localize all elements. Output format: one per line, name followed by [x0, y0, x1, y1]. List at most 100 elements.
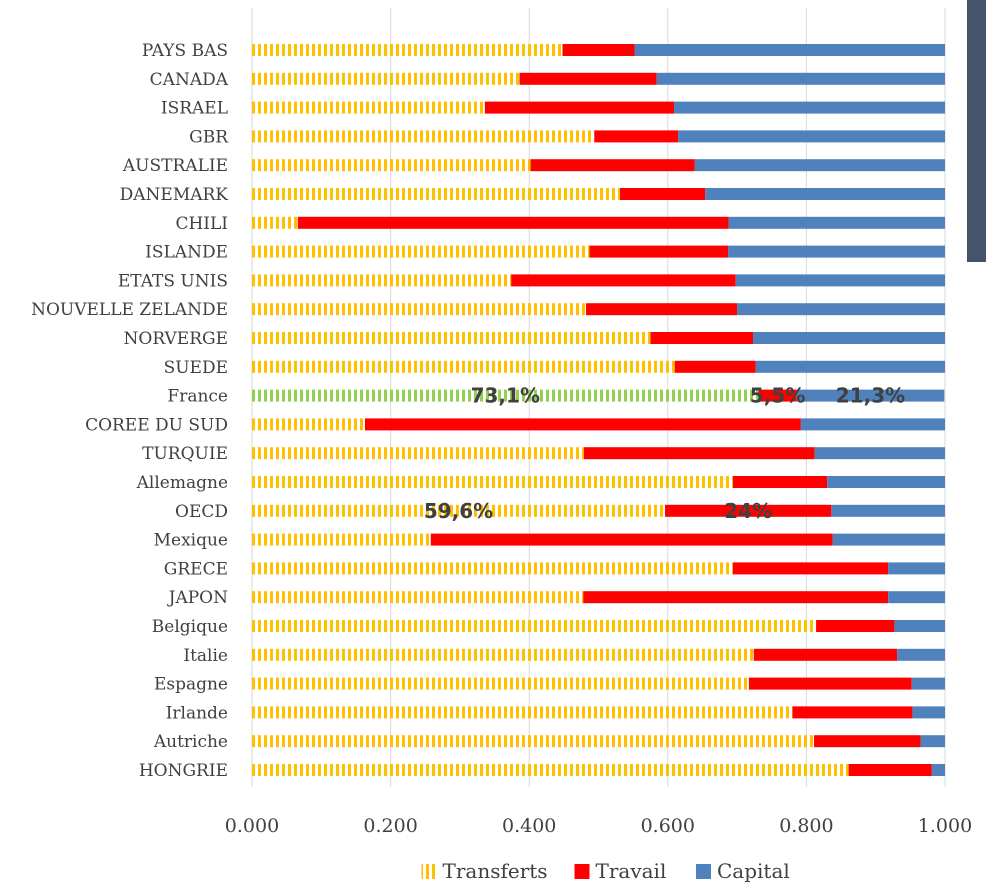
bar-transferts — [252, 591, 584, 604]
category-label: COREE DU SUD — [85, 415, 228, 435]
category-label: Belgique — [152, 617, 228, 637]
bars — [252, 44, 945, 776]
data-labels: 73,1% 5,5% 21,3% 59,6% 24% — [424, 384, 905, 523]
bar-transferts — [252, 188, 620, 200]
bar-capital — [888, 562, 945, 575]
category-label: CHILI — [175, 214, 228, 234]
bar-travail — [589, 245, 729, 258]
bar-capital — [678, 130, 945, 143]
bar-capital — [705, 188, 945, 200]
bar-transferts — [252, 533, 431, 546]
bar-transferts — [252, 735, 815, 748]
bar-transferts — [252, 159, 531, 172]
bar-capital — [897, 648, 945, 661]
category-label: ETATS UNIS — [118, 271, 228, 291]
bar-capital — [827, 476, 945, 488]
category-label: CANADA — [150, 70, 229, 90]
bar-transferts — [252, 303, 587, 316]
bar-transferts — [252, 677, 749, 690]
bar-capital — [888, 591, 945, 604]
bar-capital — [800, 418, 945, 431]
bar-travail — [732, 562, 889, 575]
bar-capital — [832, 533, 945, 546]
data-label: 24% — [724, 499, 772, 523]
bar-travail — [674, 360, 756, 373]
category-label: GRECE — [164, 559, 228, 579]
bar-transferts — [252, 447, 584, 460]
bar-capital — [753, 332, 945, 344]
bar-transferts — [252, 706, 793, 719]
bar-travail — [586, 303, 738, 316]
bar-capital — [656, 72, 945, 85]
category-label: DANEMARK — [120, 185, 229, 205]
bar-travail — [583, 591, 889, 604]
bar-travail — [792, 706, 913, 719]
bar-travail — [758, 389, 797, 402]
x-tick-label: 0.600 — [641, 815, 695, 837]
bar-travail — [562, 44, 635, 56]
legend-label: Travail — [596, 859, 667, 883]
category-label: PAYS BAS — [142, 41, 228, 61]
category-label: Irlande — [166, 703, 228, 723]
category-label: NORVERGE — [124, 329, 228, 349]
bar-travail — [619, 188, 706, 200]
bar-transferts — [252, 504, 666, 517]
bar-travail — [594, 130, 679, 143]
x-tick-label: 0.400 — [502, 815, 556, 837]
bar-travail — [511, 274, 736, 287]
x-tick-label: 0.800 — [779, 815, 833, 837]
category-label: SUEDE — [164, 358, 228, 378]
bar-travail — [364, 418, 801, 431]
category-label: OECD — [175, 502, 228, 522]
bar-capital — [831, 504, 945, 517]
bar-capital — [911, 677, 945, 690]
bar-travail — [650, 332, 754, 344]
bar-transferts — [252, 130, 595, 143]
category-label: NOUVELLE ZELANDE — [31, 300, 228, 320]
bar-transferts — [252, 332, 651, 344]
bar-transferts — [252, 216, 298, 229]
category-label: TURQUIE — [142, 444, 228, 464]
bar-travail — [816, 620, 895, 632]
bar-travail — [753, 648, 898, 661]
bar-capital — [755, 360, 945, 373]
x-tick-label: 0.200 — [363, 815, 417, 837]
bar-transferts — [252, 418, 365, 431]
bar-transferts — [252, 764, 849, 776]
bar-transferts — [252, 648, 754, 661]
bar-travail — [430, 533, 833, 546]
category-label: Allemagne — [136, 473, 228, 493]
bar-capital — [694, 159, 945, 172]
legend-label: Capital — [717, 859, 790, 883]
side-panel-edge — [967, 0, 986, 262]
bar-capital — [796, 389, 945, 402]
bar-capital — [728, 245, 945, 258]
bar-travail — [297, 216, 729, 229]
category-label: ISRAEL — [161, 99, 228, 119]
x-tick-label: 1.000 — [918, 815, 972, 837]
category-label: Mexique — [154, 531, 228, 551]
bar-capital — [728, 216, 945, 229]
legend-swatch-travail — [574, 864, 590, 879]
category-label: ISLANDE — [145, 243, 228, 263]
legend-swatch-transferts — [421, 864, 437, 879]
bar-travail — [583, 447, 815, 460]
category-label: GBR — [189, 127, 229, 147]
bar-transferts — [252, 101, 485, 114]
bar-transferts — [252, 72, 520, 85]
bar-transferts — [252, 274, 512, 287]
legend: Transferts Travail Capital — [421, 859, 790, 883]
bar-capital — [894, 620, 945, 632]
data-label: 5,5% — [750, 384, 805, 408]
bar-capital — [814, 447, 945, 460]
bar-travail — [519, 72, 657, 85]
bar-transferts — [252, 620, 817, 632]
bar-transferts — [252, 389, 759, 402]
category-label: JAPON — [167, 588, 228, 608]
bar-transferts — [252, 476, 733, 488]
x-axis-ticks: 0.000 0.200 0.400 0.600 0.800 1.000 — [225, 815, 972, 837]
data-label: 59,6% — [424, 499, 493, 523]
bar-capital — [912, 706, 945, 719]
category-label: Espagne — [154, 675, 228, 695]
